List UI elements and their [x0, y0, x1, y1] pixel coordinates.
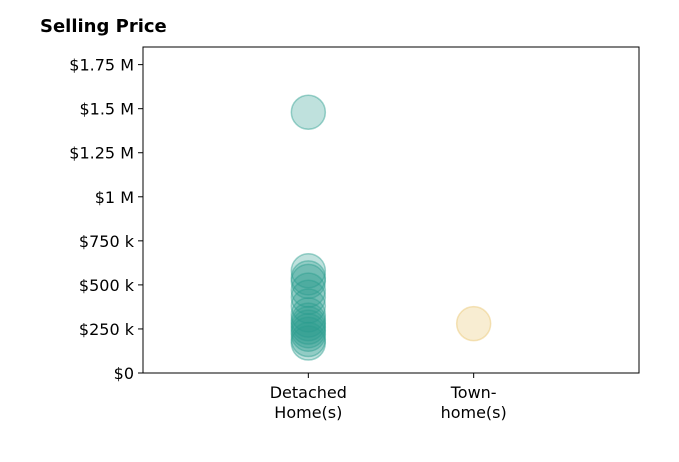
data-point [290, 297, 327, 333]
y-tick-label: $1.25 M [69, 144, 134, 163]
data-point [290, 253, 327, 289]
data-point [290, 325, 327, 361]
x-tick-label: Town- [450, 383, 497, 402]
data-point [290, 302, 327, 338]
data-point [290, 309, 327, 345]
y-axis: $0 $250 k $500 k $750 k $1 M $1.25 M $1.5 M $1.… [69, 56, 143, 383]
data-point [290, 305, 327, 342]
y-tick-label: $1.75 M [69, 56, 134, 75]
y-tick-label: $1.5 M [79, 100, 134, 119]
data-point [290, 272, 327, 308]
data-point [290, 312, 327, 349]
data-point [290, 94, 327, 130]
y-tick-label: $500 k [79, 276, 135, 295]
x-tick-label: Home(s) [274, 403, 342, 422]
y-tick-label: $250 k [79, 320, 135, 339]
y-tick-label: $0 [114, 364, 134, 383]
data-point [290, 288, 327, 324]
x-tick-label: Detached [270, 383, 347, 402]
data-point [455, 305, 492, 342]
y-tick-label: $1 M [95, 188, 134, 207]
x-tick-label: home(s) [441, 403, 507, 422]
chart-title: Selling Price [40, 16, 167, 37]
data-point [290, 263, 327, 300]
data-point [290, 321, 327, 358]
data-point [290, 260, 327, 296]
y-tick-label: $750 k [79, 232, 135, 251]
plot-frame [142, 46, 640, 374]
data-point [290, 279, 327, 315]
data-points [290, 94, 492, 361]
data-point [290, 316, 327, 352]
